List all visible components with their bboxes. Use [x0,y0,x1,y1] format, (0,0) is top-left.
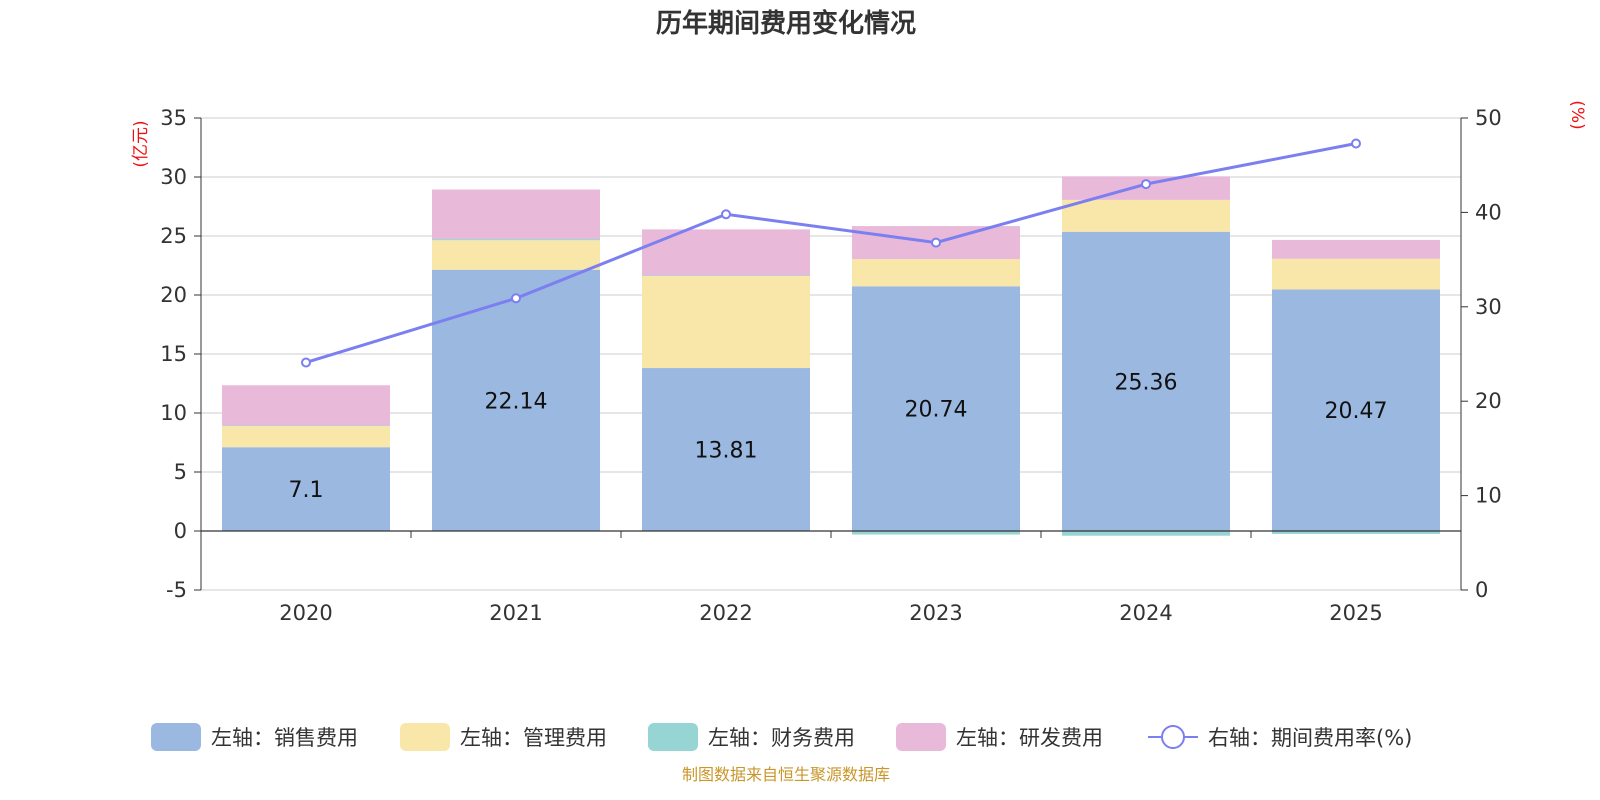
bar-segment [1272,258,1440,290]
legend-swatch [400,723,450,751]
right-axis-unit: (%) [1567,100,1587,129]
bar-segment [1062,531,1230,536]
data-label: 13.81 [695,439,758,464]
rate-point [931,237,941,248]
bar-segment [222,447,390,531]
right-tick-label: 0 [1475,578,1488,602]
bar-segment [1062,199,1230,232]
left-tick-label: 10 [160,401,187,425]
bar-segment [432,239,600,241]
left-tick-label: 5 [174,460,187,484]
legend: 左轴：销售费用 左轴：管理费用 左轴：财务费用 左轴：研发费用 右轴：期间费用率(%) [151,723,1412,751]
x-tick-label: 2021 [489,601,542,625]
bar-segment [1272,531,1440,534]
legend-swatch [151,723,201,751]
x-tick-label: 2025 [1329,601,1382,625]
data-label: 7.1 [289,478,324,503]
right-tick-label: 40 [1475,200,1502,224]
bar-segment [432,269,600,531]
left-tick-label: 25 [160,224,187,248]
bar-segment [222,385,390,426]
left-tick-label: 20 [160,283,187,307]
right-tick-label: 30 [1475,295,1502,319]
bar-segment [222,425,390,448]
source-note: 制图数据来自恒生聚源数据库 [682,765,890,784]
rate-line [305,142,1357,364]
right-tick-label: 10 [1475,484,1502,508]
bar-segment [642,276,810,369]
rate-point [511,293,521,304]
legend-label: 左轴：研发费用 [956,726,1103,750]
chart-title: 历年期间费用变化情况 [656,8,916,39]
legend-swatch [648,723,698,751]
rate-point [1141,179,1151,190]
bar-segment [642,368,810,531]
x-tick-label: 2022 [699,601,752,625]
bar-segment [852,531,1020,535]
left-axis-unit: (亿元) [131,120,151,167]
bar-segment [1272,289,1440,531]
x-tick-label: 2023 [909,601,962,625]
bar-segment [852,259,1020,287]
legend-marker [1161,725,1185,749]
line-series [301,138,1361,368]
data-label: 20.47 [1325,399,1388,424]
legend-swatch [896,723,946,751]
data-label: 25.36 [1115,370,1178,395]
legend-label: 右轴：期间费用率(%) [1208,726,1412,750]
bar-segment [222,425,390,426]
legend-label: 左轴：管理费用 [460,726,607,750]
rate-point [301,357,311,368]
legend-label: 左轴：销售费用 [211,726,358,750]
rate-point [721,209,731,220]
bar-segment [1272,239,1440,259]
data-labels: 7.1 22.14 13.81 20.74 25.36 20.47 [289,370,1388,503]
bar-segment [852,286,1020,531]
bar-segment [1062,231,1230,531]
rate-point [1351,138,1361,149]
left-tick-label: 15 [160,342,187,366]
left-tick-label: 30 [160,165,187,189]
bar-segment [432,189,600,240]
legend-label: 左轴：财务费用 [708,726,855,750]
bar-segment [432,240,600,270]
x-tick-label: 2024 [1119,601,1172,625]
x-tick-label: 2020 [279,601,332,625]
bar-series [222,176,1440,536]
data-label: 20.74 [905,398,968,423]
bar-segment [642,275,810,277]
left-tick-label: 0 [174,519,187,543]
left-tick-label: 35 [160,106,187,130]
right-tick-label: 20 [1475,389,1502,413]
data-label: 22.14 [485,389,548,414]
left-tick-label: -5 [166,578,187,602]
right-tick-label: 50 [1475,106,1502,130]
